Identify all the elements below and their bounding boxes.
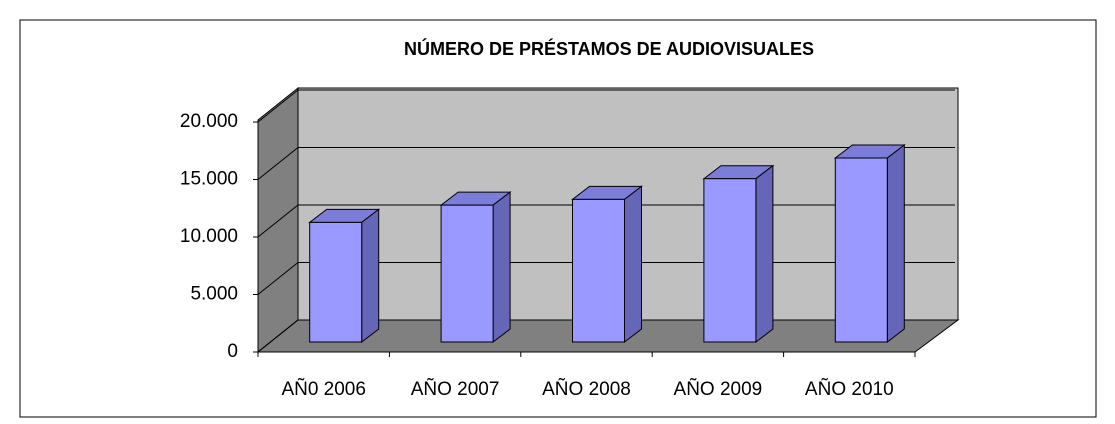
y-tick-label: 20.000 — [180, 111, 238, 132]
grid-line — [257, 89, 955, 123]
x-tick-label: AÑ0 2006 — [281, 378, 366, 400]
y-tick-label: 15.000 — [180, 169, 238, 190]
side-wall — [257, 86, 299, 354]
x-tick-label: AÑO 2010 — [805, 378, 894, 400]
chart-title: NÚMERO DE PRÉSTAMOS DE AUDIOVISUALES — [404, 38, 814, 59]
bar-side — [755, 164, 774, 344]
bar — [440, 204, 494, 343]
bar — [309, 221, 363, 343]
bar — [572, 198, 625, 343]
bar — [703, 178, 757, 343]
bar — [834, 157, 888, 343]
y-tick-label: 10.000 — [180, 226, 238, 247]
x-tick-label: AÑO 2009 — [674, 378, 763, 400]
y-tick-label: 0 — [227, 341, 238, 362]
y-tick-label: 5.000 — [190, 284, 238, 305]
x-tick-label: AÑO 2008 — [542, 378, 631, 400]
bar-side — [361, 208, 380, 344]
x-tick-label: AÑO 2007 — [411, 378, 500, 400]
bar-side — [886, 143, 905, 344]
grid-line — [257, 147, 955, 180]
bar-side — [492, 191, 511, 344]
bar-side — [624, 185, 642, 344]
